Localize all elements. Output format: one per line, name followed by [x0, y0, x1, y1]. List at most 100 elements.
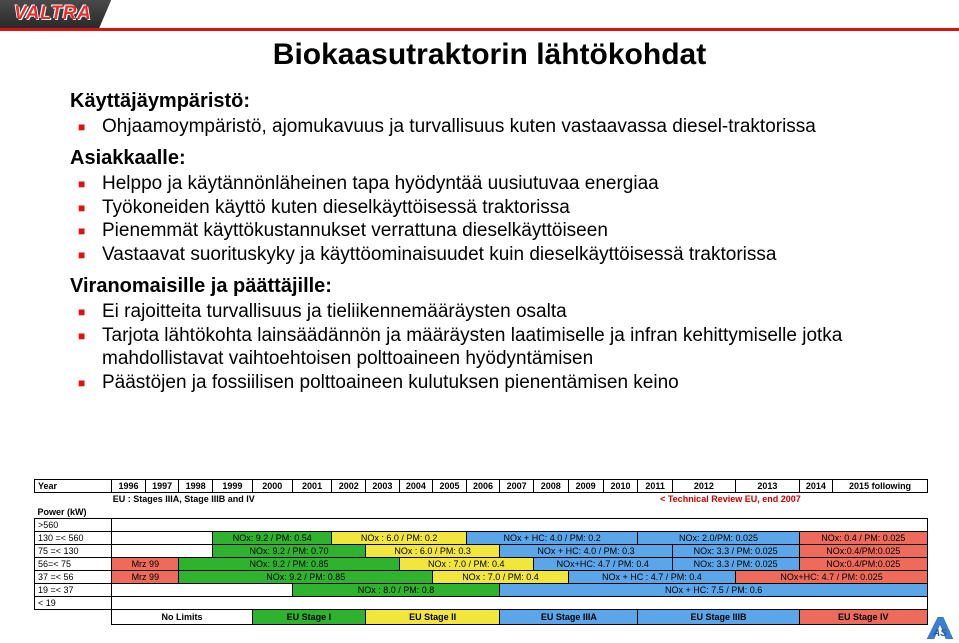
- eu-title-row: EU : Stages IIIA, Stage IIIB and IV< Tec…: [35, 493, 928, 506]
- eu-stages-title: EU : Stages IIIA, Stage IIIB and IV: [112, 493, 534, 506]
- svg-text:AS: AS: [932, 628, 947, 639]
- emission-row: 130 =< 560 NOx: 9.2 / PM: 0.54NOx : 6.0 /…: [35, 532, 928, 545]
- emission-cell: [112, 532, 213, 545]
- stage-legend-cell: EU Stage IIIA: [500, 610, 638, 625]
- year-cell: 1998: [179, 480, 213, 493]
- section1-list: Ohjaamoympäristö, ajomukavuus ja turvall…: [70, 115, 909, 139]
- emission-cell: NOx+HC: 4.7 / PM: 0.025: [736, 571, 928, 584]
- emission-cell: NOx + HC : 4.7 / PM: 0.4: [568, 571, 735, 584]
- year-cell: 2008: [533, 480, 568, 493]
- logo-text: VALTRA: [14, 3, 91, 25]
- year-cell: 2001: [292, 480, 332, 493]
- year-cell: 2006: [466, 480, 500, 493]
- emission-cell: [112, 584, 292, 597]
- emission-cell: NOx : 7.0 / PM: 0.4: [433, 571, 569, 584]
- emission-cell: NOx+HC: 4.7 / PM: 0.4: [533, 558, 672, 571]
- slide-content: Biokaasutraktorin lähtökohdat Käyttäjäym…: [70, 38, 909, 403]
- stage-legend-cell: EU Stage I: [252, 610, 365, 625]
- power-range-label: < 19: [35, 597, 112, 610]
- emission-cell: NOx : 6.0 / PM: 0.2: [332, 532, 466, 545]
- emission-cell: NOx : 7.0 / PM: 0.4: [399, 558, 533, 571]
- stage-legend-cell: No Limits: [112, 610, 253, 625]
- list-item: Pienemmät käyttökustannukset verrattuna …: [98, 219, 909, 243]
- year-cell: 2005: [433, 480, 467, 493]
- emission-cell: NOx: 9.2 / PM: 0.85: [179, 558, 399, 571]
- list-item: Ei rajoitteita turvallisuus ja tieliiken…: [98, 300, 909, 324]
- emission-cell: NOx: 3.3 / PM: 0.025: [672, 545, 799, 558]
- emission-cell: NOx: 3.3 / PM: 0.025: [672, 558, 799, 571]
- year-cell: 2007: [500, 480, 534, 493]
- power-range-label: 75 =< 130: [35, 545, 112, 558]
- year-cell: 2002: [332, 480, 366, 493]
- power-range-label: >560: [35, 519, 112, 532]
- year-cell: 2004: [399, 480, 433, 493]
- power-range-label: 130 =< 560: [35, 532, 112, 545]
- emission-cell: NOx + HC: 7.5 / PM: 0.6: [500, 584, 928, 597]
- emission-cell: NOx: 9.2 / PM: 0.70: [212, 545, 365, 558]
- emission-row: 37 =< 56Mrz 99NOx: 9.2 / PM: 0.85NOx : 7…: [35, 571, 928, 584]
- page-title: Biokaasutraktorin lähtökohdat: [70, 38, 909, 72]
- emissions-table: Year199619971998199920002001200220032004…: [34, 479, 928, 625]
- year-cell: 2014: [799, 480, 833, 493]
- emission-cell: NOx:0.4/PM:0.025: [799, 545, 927, 558]
- emission-cell: NOx: 9.2 / PM: 0.85: [179, 571, 433, 584]
- emission-cell: [112, 545, 213, 558]
- power-header-row: Power (kW): [35, 506, 928, 519]
- list-item: Päästöjen ja fossiilisen polttoaineen ku…: [98, 371, 909, 395]
- list-item: Ohjaamoympäristö, ajomukavuus ja turvall…: [98, 115, 909, 139]
- year-cell: 2010: [603, 480, 638, 493]
- logo-bar: VALTRA: [0, 0, 111, 28]
- emission-cell: NOx:0.4/PM:0.025: [799, 558, 927, 571]
- stage-legend-cell: EU Stage IIIB: [638, 610, 799, 625]
- power-header: Power (kW): [35, 506, 112, 519]
- year-label-cell: Year: [35, 480, 112, 493]
- year-cell: 1996: [112, 480, 146, 493]
- power-range-label: 19 =< 37: [35, 584, 112, 597]
- section3-list: Ei rajoitteita turvallisuus ja tieliiken…: [70, 300, 909, 395]
- section1-title: Käyttäjäympäristö:: [70, 90, 909, 113]
- emission-cell: NOx : 6.0 / PM: 0.3: [366, 545, 500, 558]
- emission-row: 19 =< 37 NOx : 8.0 / PM: 0.8NOx + HC: 7.5…: [35, 584, 928, 597]
- year-cell: 2009: [568, 480, 603, 493]
- stage-legend-row: No LimitsEU Stage IEU Stage IIEU Stage I…: [35, 610, 928, 625]
- year-header-row: Year199619971998199920002001200220032004…: [35, 480, 928, 493]
- year-cell: 2012: [672, 480, 735, 493]
- list-item: Työkoneiden käyttö kuten dieselkäyttöise…: [98, 196, 909, 220]
- stage-legend-cell: EU Stage II: [366, 610, 500, 625]
- emission-cell: NOx: 0.4 / PM: 0.025: [799, 532, 927, 545]
- emission-row: >560: [35, 519, 928, 532]
- section3-title: Viranomaisille ja päättäjille:: [70, 275, 909, 298]
- year-cell: 1997: [145, 480, 179, 493]
- year-cell: 2015 following: [833, 480, 928, 493]
- year-cell: 1999: [212, 480, 252, 493]
- section2-title: Asiakkaalle:: [70, 147, 909, 170]
- power-range-label: 56=< 75: [35, 558, 112, 571]
- emission-cell: Mrz 99: [112, 571, 179, 584]
- technical-review-note: < Technical Review EU, end 2007: [533, 493, 927, 506]
- list-item: Tarjota lähtökohta lainsäädännön ja määr…: [98, 324, 909, 372]
- list-item: Helppo ja käytännönläheinen tapa hyödynt…: [98, 172, 909, 196]
- logo-red-underline: [0, 28, 959, 31]
- logo: VALTRA: [0, 0, 111, 28]
- emission-cell: NOx: 9.2 / PM: 0.54: [212, 532, 332, 545]
- as-logo-icon: AS: [927, 617, 953, 639]
- emission-cell: NOx + HC: 4.0 / PM: 0.2: [466, 532, 638, 545]
- section2-list: Helppo ja käytännönläheinen tapa hyödynt…: [70, 172, 909, 267]
- year-cell: 2003: [366, 480, 400, 493]
- emission-cell: Mrz 99: [112, 558, 179, 571]
- emission-cell: NOx : 8.0 / PM: 0.8: [292, 584, 500, 597]
- stage-legend-cell: EU Stage IV: [799, 610, 927, 625]
- year-cell: 2011: [638, 480, 672, 493]
- list-item: Vastaavat suorituskyky ja käyttöominaisu…: [98, 243, 909, 267]
- emission-row: < 19: [35, 597, 928, 610]
- emissions-chart: Year199619971998199920002001200220032004…: [34, 479, 928, 625]
- emission-cell: NOx: 2.0/PM: 0.025: [638, 532, 799, 545]
- emission-cell: NOx + HC: 4.0 / PM: 0.3: [500, 545, 672, 558]
- emission-cell: [112, 519, 928, 532]
- year-cell: 2013: [736, 480, 799, 493]
- emission-row: 75 =< 130 NOx: 9.2 / PM: 0.70NOx : 6.0 / …: [35, 545, 928, 558]
- year-cell: 2000: [252, 480, 292, 493]
- emission-cell: [112, 597, 928, 610]
- power-range-label: 37 =< 56: [35, 571, 112, 584]
- emission-row: 56=< 75Mrz 99NOx: 9.2 / PM: 0.85NOx : 7.…: [35, 558, 928, 571]
